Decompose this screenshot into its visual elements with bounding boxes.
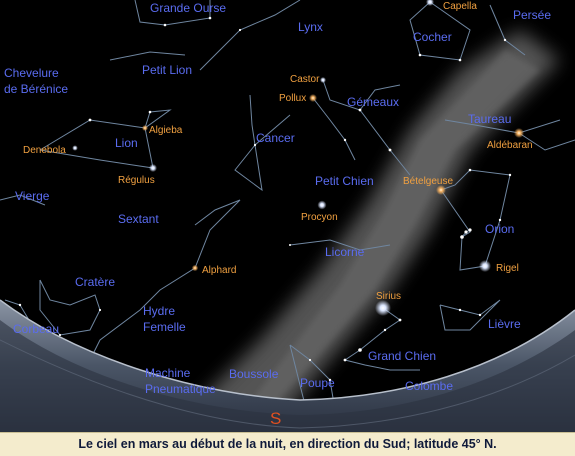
label-chevelure-2: de Bérénice	[4, 82, 68, 96]
label-petit-lion: Petit Lion	[142, 63, 192, 77]
label-sextant: Sextant	[118, 212, 159, 226]
lion-lines	[39, 109, 172, 169]
label-persee: Persée	[513, 8, 551, 22]
castor-star	[320, 77, 326, 83]
label-cocher: Cocher	[413, 30, 452, 44]
grand-chien-lines	[343, 307, 420, 371]
capella-star	[426, 0, 434, 6]
chart-caption: Le ciel en mars au début de la nuit, en …	[0, 432, 575, 455]
label-machine-2: Pneumatique	[145, 382, 216, 396]
label-petit-chien: Petit Chien	[315, 174, 374, 188]
petit-lion-lines	[109, 51, 186, 61]
label-lion: Lion	[115, 136, 138, 150]
label-algieba: Algieba	[149, 125, 183, 136]
sirius-star	[375, 300, 391, 316]
pollux-star	[309, 94, 317, 102]
alphard-star	[191, 264, 199, 272]
label-chevelure-1: Chevelure	[4, 66, 59, 80]
label-grande-ourse: Grande Ourse	[150, 1, 226, 15]
label-grand-chien: Grand Chien	[368, 349, 436, 363]
label-rigel: Rigel	[496, 263, 519, 274]
label-colombe: Colombe	[405, 379, 453, 393]
star-labels: Capella Castor Pollux Algieba Denebola R…	[23, 1, 533, 302]
label-alphard: Alphard	[202, 265, 236, 276]
label-orion: Orion	[485, 222, 514, 236]
taureau-lines	[444, 119, 561, 134]
label-cratere: Cratère	[75, 275, 115, 289]
betelgeuse-star	[436, 185, 446, 195]
vierge-lines	[0, 194, 46, 206]
orion-lines	[440, 169, 511, 271]
bright-stars	[72, 0, 524, 316]
label-aldebaran: Aldébaran	[487, 140, 533, 151]
label-taureau: Taureau	[468, 112, 511, 126]
label-gemeaux: Gémeaux	[347, 95, 399, 109]
rigel-star	[479, 260, 491, 272]
label-procyon: Procyon	[301, 212, 338, 223]
label-capella: Capella	[443, 1, 477, 12]
gemeaux-lines-c	[359, 84, 401, 111]
label-denebola: Denebola	[23, 145, 66, 156]
denebola-star	[72, 145, 78, 151]
procyon-star	[317, 200, 327, 210]
label-poupe: Poupe	[300, 376, 335, 390]
label-regulus: Régulus	[118, 175, 155, 186]
taureau-lines-b	[518, 132, 575, 151]
constellation-labels: Grande Ourse Lynx Persée Cocher Chevelur…	[4, 1, 551, 396]
licorne-lines	[289, 239, 391, 251]
label-boussole: Boussole	[229, 367, 279, 381]
regulus-star	[149, 164, 157, 172]
label-hydre-2: Femelle	[143, 320, 186, 334]
milky-way	[200, 30, 560, 432]
south-cardinal-marker: S	[270, 409, 281, 428]
cocher-lines	[409, 1, 471, 61]
algieba-star	[142, 125, 148, 131]
label-castor: Castor	[290, 74, 320, 85]
label-corbeau: Corbeau	[13, 322, 59, 336]
label-licorne: Licorne	[325, 245, 365, 259]
label-lievre: Lièvre	[488, 317, 521, 331]
aldebaran-star	[514, 128, 524, 138]
label-hydre-1: Hydre	[143, 304, 175, 318]
label-machine-1: Machine	[145, 366, 191, 380]
background-stars	[18, 16, 512, 382]
label-betelgeuse: Bételgeuse	[403, 176, 453, 187]
label-pollux: Pollux	[279, 93, 306, 104]
label-cancer: Cancer	[256, 131, 295, 145]
sky-map: Grande Ourse Lynx Persée Cocher Chevelur…	[0, 0, 575, 432]
label-lynx: Lynx	[298, 20, 323, 34]
label-vierge: Vierge	[15, 189, 50, 203]
label-sirius: Sirius	[376, 291, 401, 302]
gemeaux-lines-b	[312, 97, 356, 161]
horizon	[0, 299, 575, 432]
